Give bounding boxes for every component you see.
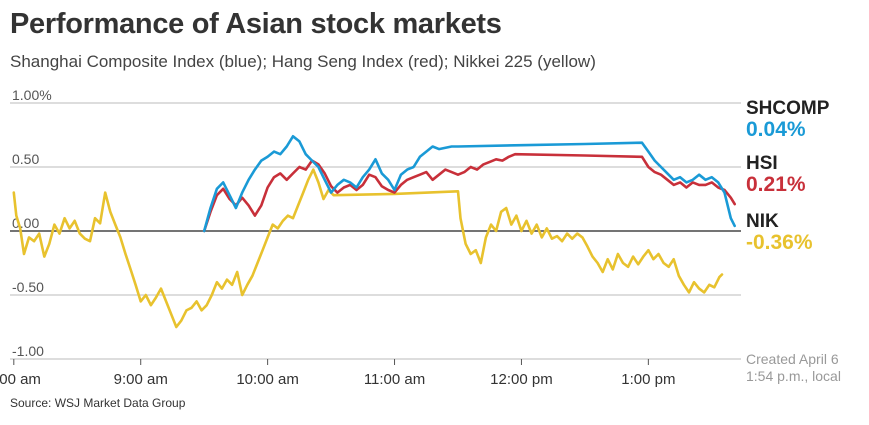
y-tick-label: -1.00 (12, 343, 44, 359)
tick-layer: 1.00%0.500.00-0.50-1.008:00 am9:00 am10:… (0, 87, 675, 388)
chart-subtitle: Shanghai Composite Index (blue); Hang Se… (10, 52, 596, 71)
series-layer (12, 135, 736, 329)
created-note: Created April 6 1:54 p.m., local (746, 351, 841, 385)
x-tick-label: 10:00 am (236, 371, 299, 388)
legend-value-hsi: 0.21% (746, 173, 806, 196)
x-tick-label: 12:00 pm (490, 371, 553, 388)
grid-layer (10, 102, 741, 360)
legend-name-nik: NIK (746, 211, 779, 232)
legend-item-shcomp: SHCOMP 0.04% (746, 99, 829, 141)
x-tick-label: 1:00 pm (621, 371, 675, 388)
source-note: Source: WSJ Market Data Group (10, 396, 186, 410)
series-line-nik (12, 168, 724, 329)
series-line-shcomp (202, 135, 736, 233)
x-tick-label: 11:00 am (364, 371, 425, 388)
legend-item-nik: NIK -0.36% (746, 212, 813, 254)
legend-name-hsi: HSI (746, 153, 778, 174)
legend-value-shcomp: 0.04% (746, 118, 806, 141)
created-line-2: 1:54 p.m., local (746, 368, 841, 384)
x-tick-label: 8:00 am (0, 371, 41, 388)
y-tick-label: 0.50 (12, 151, 39, 167)
legend-item-hsi: HSI 0.21% (746, 154, 806, 196)
y-tick-label: 1.00% (12, 87, 52, 103)
legend-value-nik: -0.36% (746, 231, 813, 254)
created-line-1: Created April 6 (746, 351, 839, 367)
legend-name-shcomp: SHCOMP (746, 98, 830, 119)
y-tick-label: -0.50 (12, 279, 44, 295)
chart-title: Performance of Asian stock markets (10, 8, 502, 40)
series-line-hsi (202, 152, 736, 233)
x-tick-label: 9:00 am (114, 371, 168, 388)
